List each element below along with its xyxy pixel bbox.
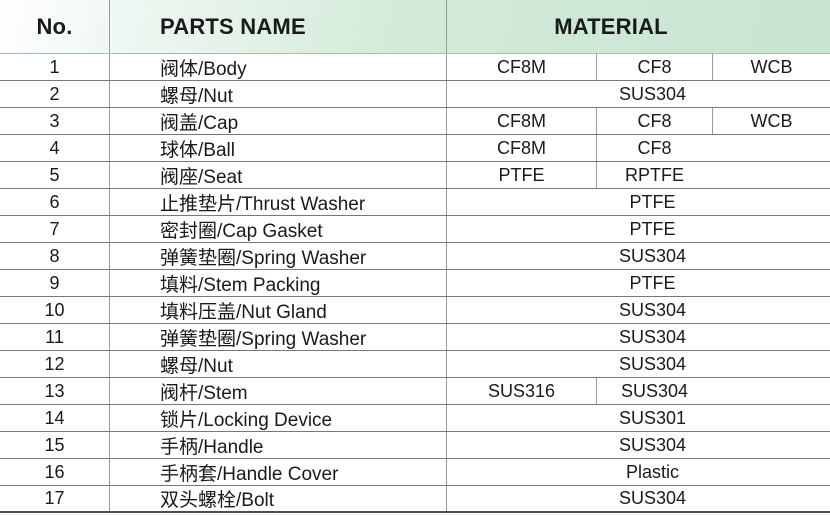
row-number: 17 bbox=[0, 486, 110, 511]
material-value: CF8M bbox=[497, 56, 546, 77]
row-number: 2 bbox=[0, 81, 110, 107]
row-number: 6 bbox=[0, 189, 110, 215]
material-value: SUS316 bbox=[487, 380, 556, 401]
table-row: 9 填料/Stem Packing PTFE bbox=[0, 270, 830, 297]
material-value: SUS301 bbox=[618, 407, 687, 428]
part-name: 球体/Ball bbox=[110, 135, 447, 161]
row-number: 5 bbox=[0, 162, 110, 188]
table-row: 4 球体/Ball CF8M CF8 bbox=[0, 135, 830, 162]
part-name: 手柄套/Handle Cover bbox=[110, 459, 447, 485]
row-number: 15 bbox=[0, 432, 110, 458]
part-name: 填料压盖/Nut Gland bbox=[110, 297, 447, 323]
table-body: 1 阀体/Body CF8M CF8 WCB 2 螺母/Nut SUS304 3 阀盖/Cap CF… bbox=[0, 54, 830, 513]
row-number: 11 bbox=[0, 324, 110, 350]
part-name: 弹簧垫圈/Spring Washer bbox=[110, 243, 447, 269]
material-value: CF8M bbox=[497, 137, 546, 158]
material-value: SUS304 bbox=[618, 326, 687, 347]
material-value: PTFE bbox=[629, 218, 676, 239]
table-row: 13 阀杆/Stem SUS316 SUS304 bbox=[0, 378, 830, 405]
material-value: SUS304 bbox=[618, 83, 687, 104]
table-row: 11 弹簧垫圈/Spring Washer SUS304 bbox=[0, 324, 830, 351]
table-header-row: No. PARTS NAME MATERIAL bbox=[0, 0, 830, 54]
material-value: Plastic bbox=[625, 461, 679, 482]
part-name: 螺母/Nut bbox=[110, 81, 447, 107]
part-name: 手柄/Handle bbox=[110, 432, 447, 458]
row-number: 14 bbox=[0, 405, 110, 431]
material-value: CF8 bbox=[596, 54, 712, 80]
table-row: 10 填料压盖/Nut Gland SUS304 bbox=[0, 297, 830, 324]
row-number: 8 bbox=[0, 243, 110, 269]
material-value: RPTFE bbox=[596, 162, 830, 188]
row-number: 12 bbox=[0, 351, 110, 377]
row-number: 13 bbox=[0, 378, 110, 404]
row-number: 16 bbox=[0, 459, 110, 485]
material-value: PTFE bbox=[629, 272, 676, 293]
material-value: SUS304 bbox=[618, 488, 687, 508]
material-value: CF8M bbox=[497, 110, 546, 131]
table-row: 6 止推垫片/Thrust Washer PTFE bbox=[0, 189, 830, 216]
part-name: 填料/Stem Packing bbox=[110, 270, 447, 296]
material-value: PTFE bbox=[629, 191, 676, 212]
material-value: WCB bbox=[712, 54, 830, 80]
row-number: 10 bbox=[0, 297, 110, 323]
header-material: MATERIAL bbox=[554, 13, 668, 39]
material-value: CF8 bbox=[596, 108, 712, 134]
row-number: 9 bbox=[0, 270, 110, 296]
table-row: 14 锁片/Locking Device SUS301 bbox=[0, 405, 830, 432]
material-value: SUS304 bbox=[618, 434, 687, 455]
table-row: 1 阀体/Body CF8M CF8 WCB bbox=[0, 54, 830, 81]
part-name: 止推垫片/Thrust Washer bbox=[110, 189, 447, 215]
material-value: CF8 bbox=[596, 135, 830, 161]
material-value: SUS304 bbox=[618, 299, 687, 320]
material-value: PTFE bbox=[498, 164, 545, 185]
part-name: 锁片/Locking Device bbox=[110, 405, 447, 431]
row-number: 4 bbox=[0, 135, 110, 161]
row-number: 3 bbox=[0, 108, 110, 134]
table-row: 5 阀座/Seat PTFE RPTFE bbox=[0, 162, 830, 189]
part-name: 密封圈/Cap Gasket bbox=[110, 216, 447, 242]
row-number: 7 bbox=[0, 216, 110, 242]
material-value: SUS304 bbox=[596, 378, 830, 404]
part-name: 双头螺栓/Bolt bbox=[110, 486, 447, 511]
table-row: 2 螺母/Nut SUS304 bbox=[0, 81, 830, 108]
part-name: 阀杆/Stem bbox=[110, 378, 447, 404]
table-row: 12 螺母/Nut SUS304 bbox=[0, 351, 830, 378]
table-row: 7 密封圈/Cap Gasket PTFE bbox=[0, 216, 830, 243]
header-no: No. bbox=[0, 0, 110, 53]
part-name: 弹簧垫圈/Spring Washer bbox=[110, 324, 447, 350]
part-name: 阀座/Seat bbox=[110, 162, 447, 188]
material-value: SUS304 bbox=[618, 353, 687, 374]
part-name: 阀盖/Cap bbox=[110, 108, 447, 134]
table-row: 8 弹簧垫圈/Spring Washer SUS304 bbox=[0, 243, 830, 270]
row-number: 1 bbox=[0, 54, 110, 80]
table-row: 3 阀盖/Cap CF8M CF8 WCB bbox=[0, 108, 830, 135]
table-row: 15 手柄/Handle SUS304 bbox=[0, 432, 830, 459]
header-parts-name: PARTS NAME bbox=[110, 0, 447, 53]
table-row: 16 手柄套/Handle Cover Plastic bbox=[0, 459, 830, 486]
material-value: WCB bbox=[712, 108, 830, 134]
table-row: 17 双头螺栓/Bolt SUS304 bbox=[0, 486, 830, 513]
part-name: 阀体/Body bbox=[110, 54, 447, 80]
material-value: SUS304 bbox=[618, 245, 687, 266]
part-name: 螺母/Nut bbox=[110, 351, 447, 377]
